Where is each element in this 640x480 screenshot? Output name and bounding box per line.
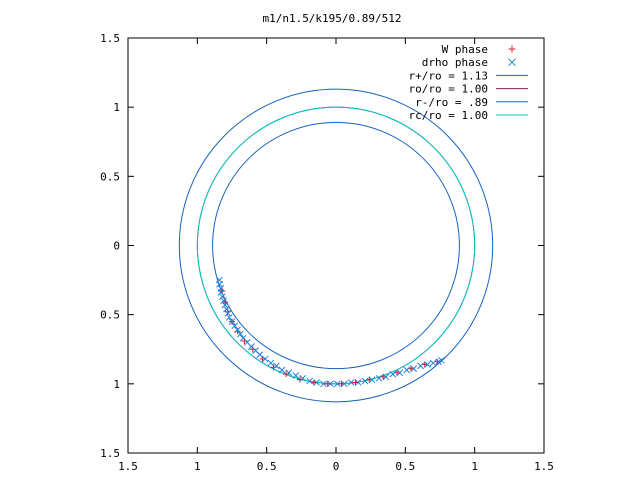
w-phase-point	[338, 380, 345, 387]
drho-phase-point	[313, 379, 320, 386]
drho-phase-point	[278, 366, 286, 374]
drho-phase-point	[368, 376, 376, 384]
drho-phase-point	[218, 293, 226, 301]
drho-phase-point	[403, 366, 411, 374]
x-tick-label: 0.5	[257, 460, 277, 473]
drho-phase-point	[396, 369, 404, 377]
reference-circles	[178, 88, 494, 403]
y-tick-label: 1.5	[100, 447, 120, 460]
x-tick-label: 1	[194, 460, 201, 473]
circle-series-2	[178, 88, 494, 403]
drho-phase-point	[256, 351, 264, 359]
chart-title: m1/n1.5/k195/0.89/512	[262, 12, 401, 25]
drho-phase-point	[306, 377, 314, 385]
legend-label: r+/ro = 1.13	[409, 69, 488, 82]
w-phase-point	[324, 380, 331, 387]
w-phase-point	[366, 376, 373, 383]
drho-phase-point	[410, 365, 418, 372]
w-phase-point	[394, 369, 401, 376]
drho-phase-point	[267, 359, 275, 367]
x-tick-label: 1.5	[534, 460, 554, 473]
drho-phase-point	[438, 356, 445, 364]
drho-phase-point	[429, 359, 437, 367]
y-tick-label: 1.5	[100, 32, 120, 45]
drho-phase-point	[299, 374, 307, 382]
y-tick-label: 0.5	[100, 309, 120, 322]
drho-phase-point	[334, 380, 341, 388]
legend-marker-sample	[508, 45, 516, 53]
x-tick-label: 0	[333, 460, 340, 473]
drho-phase-point	[417, 362, 424, 370]
data-points	[216, 276, 445, 388]
legend-label: r-/ro = .89	[415, 96, 488, 109]
y-tick-label: 1	[113, 101, 120, 114]
drho-phase-point	[225, 314, 233, 321]
x-tick-label: 1	[471, 460, 478, 473]
legend-marker-sample	[508, 58, 516, 67]
w-phase-point	[352, 379, 359, 386]
drho-phase-point	[236, 330, 244, 338]
axis-ticks: 1.5 1 0.5 0 0.5 1 1.51.510.500.511.5	[100, 32, 554, 473]
legend-label: ro/ro = 1.00	[409, 83, 488, 96]
drho-phase-point	[228, 318, 236, 325]
drho-phase-point	[261, 355, 269, 363]
legend-label: W phase	[442, 43, 488, 56]
drho-phase-point	[340, 380, 348, 388]
drho-phase-point	[234, 326, 241, 334]
drho-phase-point	[231, 322, 239, 330]
circle-series-5	[196, 106, 476, 385]
drho-phase-point	[354, 379, 362, 386]
drho-phase-point	[292, 372, 300, 379]
drho-phase-point	[389, 370, 397, 378]
drho-phase-point	[424, 361, 431, 368]
drho-phase-point	[327, 380, 334, 388]
drho-phase-point	[375, 374, 383, 382]
drho-phase-point	[382, 373, 390, 381]
circle-series-4	[212, 121, 460, 370]
drho-phase-point	[320, 380, 327, 388]
drho-phase-point	[216, 280, 223, 288]
drho-phase-point	[223, 305, 230, 313]
x-tick-label: 0.5	[395, 460, 415, 473]
w-phase-point	[421, 361, 428, 368]
drho-phase-point	[224, 309, 232, 317]
drho-phase-point	[217, 289, 225, 296]
drho-phase-point	[273, 362, 280, 370]
y-tick-label: 1	[113, 378, 120, 391]
legend-label: rc/ro = 1.00	[409, 109, 488, 122]
drho-phase-point	[221, 301, 229, 309]
drho-phase-point	[361, 377, 369, 385]
w-phase-point	[380, 373, 387, 380]
legend-label: drho phase	[422, 56, 488, 69]
drho-phase-point	[285, 369, 293, 377]
x-tick-label: 1.5	[118, 460, 138, 473]
y-tick-label: 0	[113, 240, 120, 253]
w-phase-point	[407, 365, 414, 372]
drho-phase-point	[220, 297, 228, 305]
y-tick-label: 0.5	[100, 170, 120, 183]
drho-phase-point	[347, 379, 355, 386]
w-phase-point	[310, 379, 317, 386]
